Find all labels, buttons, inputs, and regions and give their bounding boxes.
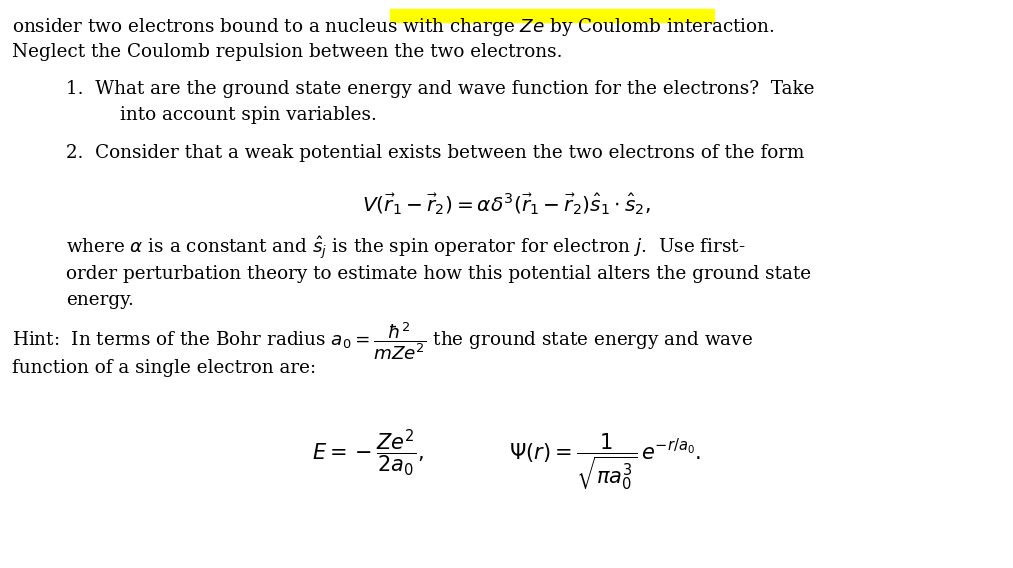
Text: order perturbation theory to estimate how this potential alters the ground state: order perturbation theory to estimate ho…	[66, 265, 811, 283]
Text: Neglect the Coulomb repulsion between the two electrons.: Neglect the Coulomb repulsion between th…	[12, 43, 562, 61]
Text: $E = -\dfrac{Ze^2}{2a_0},$$\qquad\qquad$$\Psi(r) = \dfrac{1}{\sqrt{\pi a_0^3}}\,: $E = -\dfrac{Ze^2}{2a_0},$$\qquad\qquad$…	[312, 428, 701, 492]
Text: $V(\vec{r}_1 - \vec{r}_2) = \alpha\delta^3(\vec{r}_1 - \vec{r}_2)\hat{s}_1 \cdot: $V(\vec{r}_1 - \vec{r}_2) = \alpha\delta…	[362, 192, 651, 217]
Text: energy.: energy.	[66, 291, 134, 310]
Text: where $\alpha$ is a constant and $\hat{s}_j$ is the spin operator for electron $: where $\alpha$ is a constant and $\hat{s…	[66, 233, 746, 261]
Text: Hint:  In terms of the Bohr radius $a_0 = \dfrac{\hbar^2}{mZe^2}$ the ground sta: Hint: In terms of the Bohr radius $a_0 =…	[12, 320, 754, 362]
Text: function of a single electron are:: function of a single electron are:	[12, 359, 316, 377]
Text: 1.  What are the ground state energy and wave function for the electrons?  Take: 1. What are the ground state energy and …	[66, 80, 814, 98]
Text: onsider two electrons bound to a nucleus with charge $Ze$ by Coulomb interaction: onsider two electrons bound to a nucleus…	[12, 16, 775, 38]
Text: into account spin variables.: into account spin variables.	[120, 106, 377, 124]
Text: 2.  Consider that a weak potential exists between the two electrons of the form: 2. Consider that a weak potential exists…	[66, 144, 804, 162]
Bar	[390, 9, 714, 22]
